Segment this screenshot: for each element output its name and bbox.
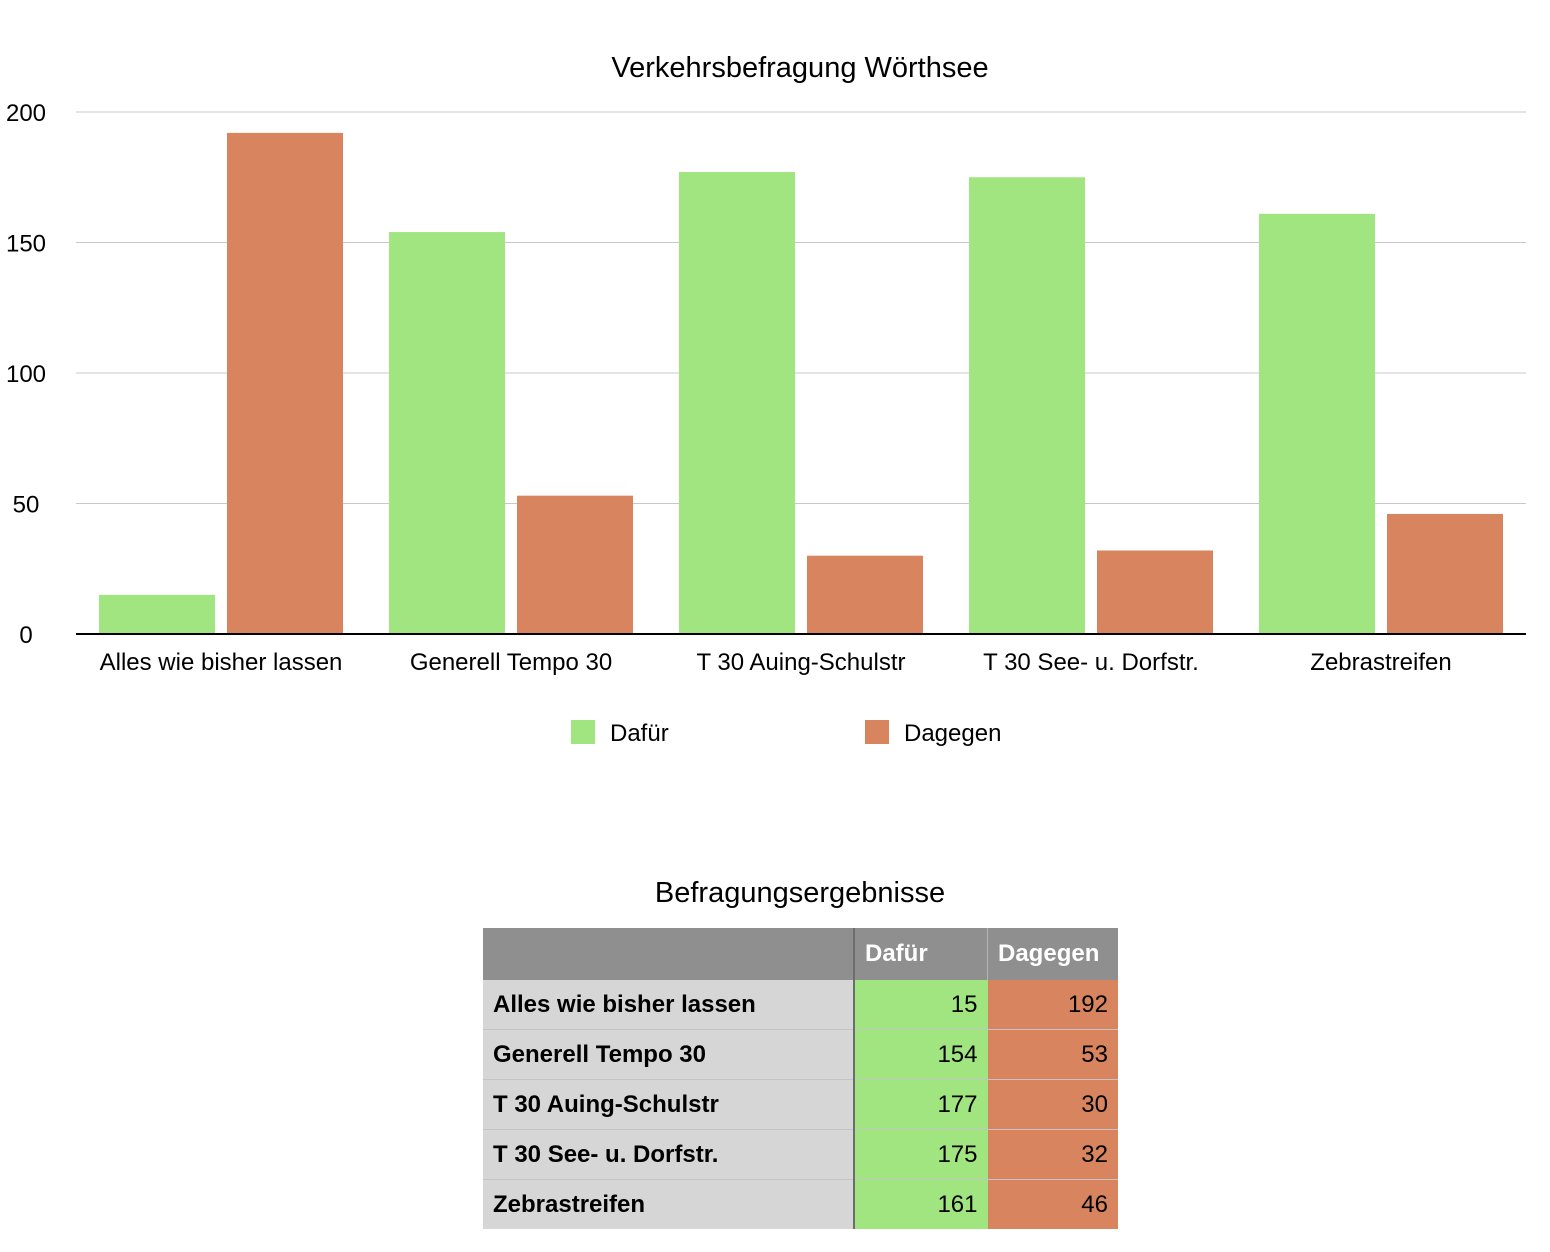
- bar-dafuer: [679, 172, 795, 634]
- bar-dafuer: [389, 232, 505, 634]
- row-label: T 30 See- u. Dorfstr.: [483, 1129, 855, 1180]
- legend-label: Dafür: [610, 720, 669, 747]
- cell-dafuer: 177: [854, 1079, 988, 1130]
- row-label: Zebrastreifen: [483, 1179, 855, 1229]
- header-cell-empty: [483, 928, 855, 980]
- cell-dafuer: 15: [854, 980, 988, 1030]
- header-cell-dagegen: Dagegen: [987, 928, 1118, 980]
- y-axis-ticks: 0 50 100 150 200: [6, 100, 46, 649]
- bar-dagegen: [807, 555, 923, 634]
- x-tick-label: T 30 Auing-Schulstr: [696, 649, 905, 676]
- cell-dagegen: 192: [987, 980, 1118, 1030]
- table-header-row: Dafür Dagegen: [483, 928, 1118, 980]
- cell-dagegen: 32: [987, 1129, 1118, 1180]
- bar-dagegen: [227, 132, 343, 634]
- cell-dagegen: 30: [987, 1079, 1118, 1130]
- legend: Dafür Dagegen: [571, 720, 1001, 747]
- cell-dafuer: 175: [854, 1129, 988, 1180]
- x-tick-label: Zebrastreifen: [1310, 649, 1451, 676]
- bar-dafuer: [99, 594, 215, 634]
- results-table: Dafür Dagegen Alles wie bisher lassen 15 1…: [483, 928, 1118, 1229]
- bar-dagegen: [1387, 513, 1503, 634]
- bars: [99, 132, 1503, 635]
- cell-dafuer: 161: [854, 1179, 988, 1229]
- row-label: T 30 Auing-Schulstr: [483, 1079, 855, 1130]
- row-label: Generell Tempo 30: [483, 1029, 855, 1080]
- bar-dafuer: [1259, 213, 1375, 635]
- y-tick-label: 150: [6, 231, 46, 258]
- chart-title: Verkehrsbefragung Wörthsee: [611, 52, 988, 84]
- y-tick-label: 200: [6, 100, 46, 127]
- table-row: Alles wie bisher lassen 15 192: [483, 980, 1118, 1030]
- cell-dagegen: 46: [987, 1179, 1118, 1229]
- legend-swatch: [571, 720, 595, 744]
- bar-dagegen: [517, 495, 633, 634]
- row-label: Alles wie bisher lassen: [483, 980, 855, 1030]
- table-row: T 30 Auing-Schulstr 177 30: [483, 1079, 1118, 1130]
- table-row: Zebrastreifen 161 46: [483, 1179, 1118, 1229]
- bar-dafuer: [969, 177, 1085, 634]
- bar-dagegen: [1097, 550, 1213, 634]
- legend-swatch: [865, 720, 889, 744]
- x-tick-label: Generell Tempo 30: [410, 649, 612, 676]
- table-row: Generell Tempo 30 154 53: [483, 1029, 1118, 1080]
- cell-dafuer: 154: [854, 1029, 988, 1080]
- y-tick-label: 0: [19, 622, 32, 649]
- x-tick-label: Alles wie bisher lassen: [100, 649, 343, 676]
- bar-chart: Verkehrsbefragung Wörthsee 050100150200 …: [6, 52, 1526, 747]
- y-tick-label: 50: [13, 492, 40, 519]
- table-title: Befragungsergebnisse: [654, 877, 946, 909]
- legend-label: Dagegen: [904, 720, 1001, 747]
- x-axis-labels: Alles wie bisher lassen Generell Tempo 30…: [100, 649, 1452, 676]
- header-cell-dafuer: Dafür: [854, 928, 988, 980]
- table-row: T 30 See- u. Dorfstr. 175 32: [483, 1129, 1118, 1180]
- y-tick-label: 100: [6, 361, 46, 388]
- x-tick-label: T 30 See- u. Dorfstr.: [983, 649, 1199, 676]
- cell-dagegen: 53: [987, 1029, 1118, 1080]
